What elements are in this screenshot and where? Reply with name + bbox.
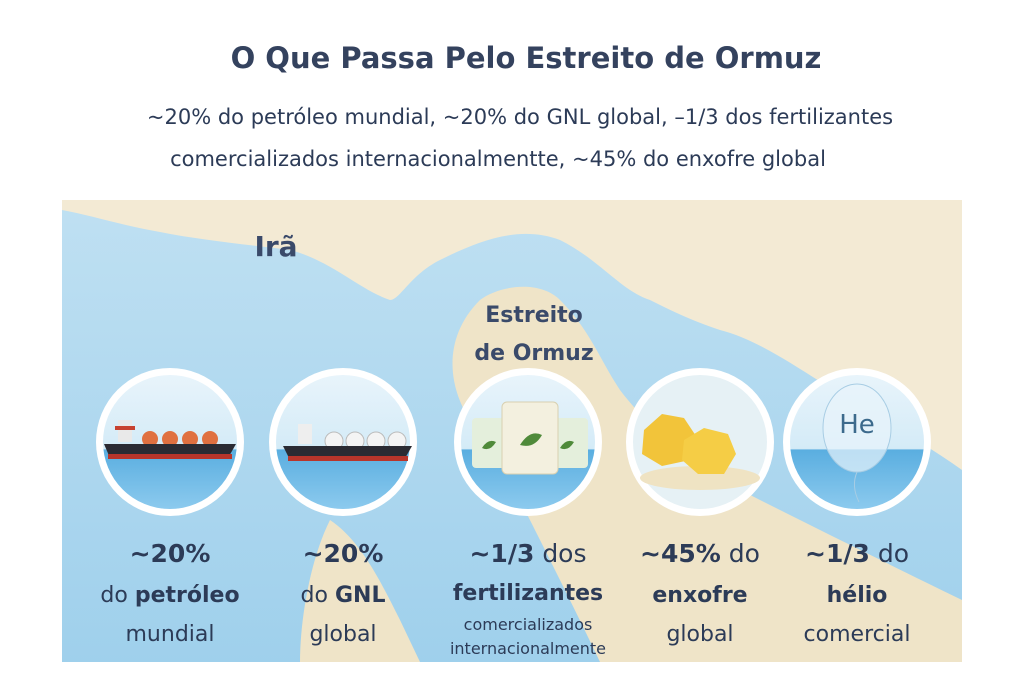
amount: ~20% [130,539,211,568]
amount: ~1/3 [469,539,534,568]
icon-sulfur [626,368,774,516]
item-line: do GNL [301,583,386,608]
icons: He [96,368,931,516]
item-line: ~20% [303,539,384,568]
icon-fertilizer [454,368,602,516]
item-line: hélio [827,583,888,608]
subtitle-line: ~20% do petróleo mundial, ~20% do GNL gl… [147,105,893,129]
item-line: ~1/3 do [805,539,909,568]
strait-label: de Ormuz [474,341,593,366]
subtitle-line: comercializados internacionalmentte, ~45… [170,147,826,171]
item-line: ~20% [130,539,211,568]
strait-label: Estreito [485,303,583,328]
item-line: global [309,622,376,647]
item-line: comercializados [464,615,593,634]
text: petróleo [135,583,240,608]
text: do [878,539,909,568]
icon-helium: He [783,368,931,516]
text: dos [542,539,586,568]
text: do [301,583,328,608]
item-line: mundial [126,622,215,647]
item-line: do petróleo [100,583,239,608]
icon-label: He [839,410,875,440]
title: O Que Passa Pelo Estreito de Ormuz [231,41,822,75]
amount: ~1/3 [805,539,870,568]
text: do [729,539,760,568]
land-island [300,520,420,662]
item-line: ~1/3 dos [469,539,586,568]
item-line: enxofre [652,583,747,608]
icon-lng [269,368,417,516]
text: GNL [335,583,386,608]
text: do [100,583,127,608]
country-label: Irã [254,230,297,263]
item-line: global [666,622,733,647]
item-line: internacionalmente [450,639,606,658]
item-line: fertilizantes [453,581,603,606]
item-line: ~45% do [640,539,760,568]
amount: ~45% [640,539,721,568]
land-north [62,200,962,470]
amount: ~20% [303,539,384,568]
icon-oil [96,368,244,516]
item-line: comercial [804,622,911,647]
